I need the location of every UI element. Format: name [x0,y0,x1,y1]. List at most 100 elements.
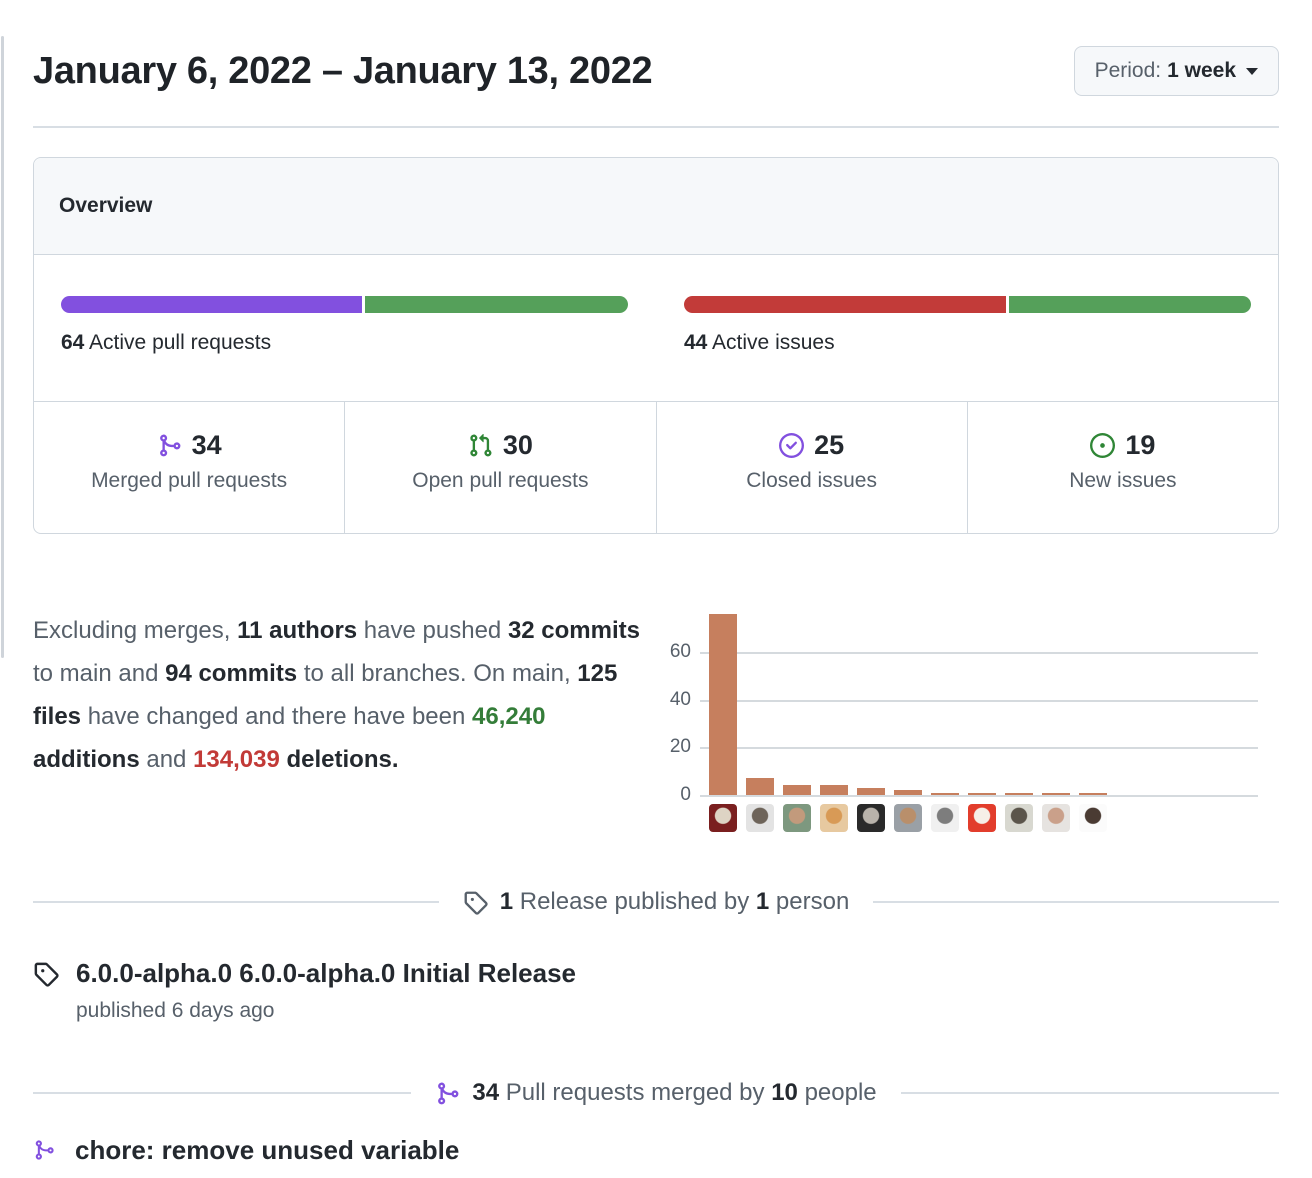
stat-cell-closed-issues: 25 Closed issues [655,402,967,533]
chart-bars [709,613,1107,795]
text-segment: 11 authors [237,617,358,644]
author-avatar[interactable] [820,804,848,832]
chart-gridline [700,747,1258,750]
y-axis-tick-label: 60 [669,640,691,662]
merged-prs-section-divider: 34 Pull requests merged by 10 people [33,1079,1280,1107]
git-merge-icon [33,1135,55,1161]
author-avatar[interactable] [857,804,885,832]
text-segment: 1 [755,888,770,915]
progress-segment [684,296,1007,313]
text-segment [280,746,287,773]
author-avatar[interactable] [1079,804,1107,832]
commit-count-bar [894,790,922,795]
releases-divider-text: 1 Release published by 1 person [463,888,850,916]
text-segment: to all branches. On main, [297,660,578,687]
author-avatar[interactable] [894,804,922,832]
releases-section-divider: 1 Release published by 1 person [33,888,1280,916]
commit-count-bar [857,787,885,795]
git-merge-icon [157,433,182,458]
release-details: 6.0.0-alpha.0 6.0.0-alpha.0 Initial Rele… [76,958,576,1023]
overview-progress-section: 64 Active pull requests 44 Active issues [34,255,1278,401]
chart-gridline [700,651,1258,654]
stat-label: Closed issues [746,469,877,492]
releases-divider-label: 1 Release published by 1 person [500,888,850,916]
stat-label: Open pull requests [412,469,589,492]
commit-count-bar [746,778,774,795]
divider-line [33,1092,412,1094]
author-avatar[interactable] [931,804,959,832]
text-segment: additions [33,746,140,773]
page-title: January 6, 2022 – January 13, 2022 [33,49,653,92]
left-edge-rule [1,36,4,658]
author-avatar[interactable] [746,804,774,832]
text-segment: to main and [33,660,166,687]
author-avatar[interactable] [783,804,811,832]
text-segment: Release published by [513,888,756,915]
tag-icon [33,958,59,1023]
merged-pr-title-link[interactable]: chore: remove unused variable [75,1135,460,1165]
text-segment: people [797,1079,877,1106]
git-merge-icon [435,1081,460,1106]
merged-pr-list-item: chore: remove unused variable [33,1135,1279,1166]
stat-count: 25 [814,430,845,460]
commit-count-bar [1042,792,1070,795]
tag-icon [463,890,488,915]
header-divider [33,126,1279,128]
overview-title: Overview [59,194,153,217]
text-segment: 10 [771,1079,798,1106]
period-selector-button[interactable]: Period: 1 week [1073,46,1279,96]
text-segment: person [769,888,850,915]
active-pull-requests-label: 64 Active pull requests [61,331,272,354]
commit-count-bar [709,613,737,795]
active-issues-label: 44 Active issues [684,331,835,354]
commit-count-bar [1005,792,1033,795]
issue-closed-icon [779,433,805,458]
period-label: Period: [1094,59,1162,82]
text-segment: 94 commits [165,660,298,687]
text-segment: 1 [499,888,514,915]
text-segment: 32 commits [507,617,640,644]
divider-line [873,901,1280,903]
text-segment: and [139,746,194,773]
y-axis-tick-label: 40 [669,688,691,710]
commit-count-bar [783,785,811,795]
divider-line [33,901,439,903]
overview-card-header: Overview [34,158,1278,255]
stat-label: Merged pull requests [91,469,288,492]
issue-opened-icon [1090,433,1116,458]
progress-segment [365,296,628,313]
chart-gridline [700,795,1258,797]
progress-segment [1009,296,1251,313]
commit-count-bar [1079,792,1107,795]
stat-label: New issues [1069,469,1177,492]
active-issues-block: 44 Active issues [684,296,1251,355]
text-segment: have pushed [357,617,508,644]
author-avatar[interactable] [968,804,996,832]
stat-count: 34 [191,430,222,460]
release-item: 6.0.0-alpha.0 6.0.0-alpha.0 Initial Rele… [33,958,1279,1023]
pull-requests-progress-bar [61,296,628,313]
commit-count-bar [820,785,848,795]
page-header: January 6, 2022 – January 13, 2022 Perio… [33,0,1279,96]
text-segment: 125 files [33,660,618,730]
text-segment: 34 [472,1079,500,1106]
author-avatar[interactable] [709,804,737,832]
stat-cell-merged-pull-requests: 34 Merged pull requests [34,402,344,533]
y-axis-tick-label: 0 [680,784,691,805]
release-title-link[interactable]: 6.0.0-alpha.0 6.0.0-alpha.0 Initial Rele… [76,958,577,988]
author-avatar[interactable] [1042,804,1070,832]
text-segment: 134,039 [193,746,280,773]
author-avatars-row [709,804,1107,832]
divider-line [900,1092,1280,1094]
activity-summary-text: Excluding merges, 11 authors have pushed… [33,609,653,832]
author-avatar[interactable] [1005,804,1033,832]
overview-stats-row: 34 Merged pull requests 30 Open pull reques… [34,401,1278,533]
text-segment: have changed and there have been [81,703,473,730]
stat-cell-open-pull-requests: 30 Open pull requests [344,402,655,533]
stat-count: 30 [502,430,533,460]
commit-count-bar [968,792,996,795]
release-published-date: published 6 days ago [76,999,275,1022]
text-segment: Pull requests merged by [499,1079,772,1106]
git-pull-request-icon [468,433,493,458]
period-value: 1 week [1167,59,1236,82]
